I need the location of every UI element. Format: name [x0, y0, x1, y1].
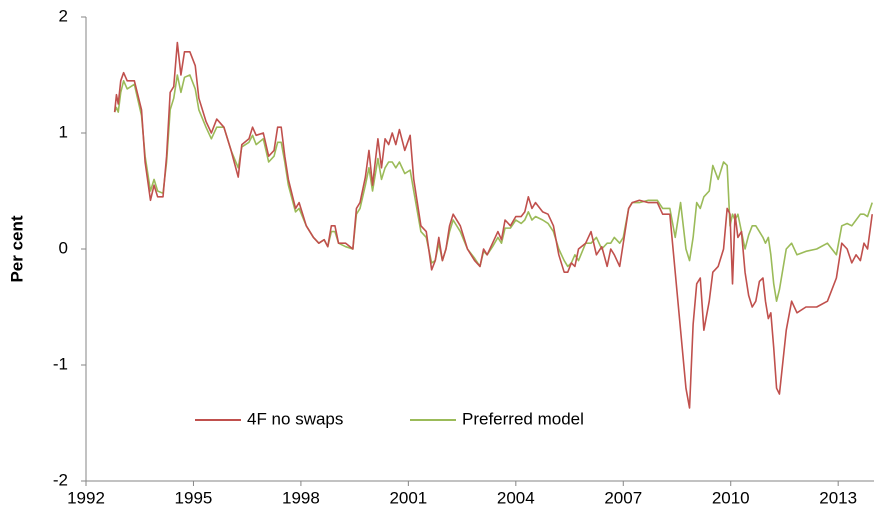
legend-label: Preferred model [462, 409, 584, 428]
legend-label: 4F no swaps [247, 409, 343, 428]
y-tick-label: -2 [53, 470, 68, 489]
y-tick-label: 0 [59, 238, 68, 257]
x-tick-label: 1995 [175, 488, 213, 507]
y-axis-label: Per cent [7, 215, 26, 282]
x-tick-label: 2010 [712, 488, 750, 507]
y-tick-label: -1 [53, 354, 68, 373]
y-tick-label: 1 [59, 122, 68, 141]
x-tick-label: 2007 [604, 488, 642, 507]
series-line [113, 41, 874, 409]
y-tick-label: 2 [59, 6, 68, 25]
x-tick-label: 2013 [819, 488, 857, 507]
x-tick-label: 1998 [282, 488, 320, 507]
x-tick-label: 1992 [67, 488, 105, 507]
x-tick-label: 2001 [389, 488, 427, 507]
series-line [113, 74, 873, 302]
x-tick-label: 2004 [497, 488, 535, 507]
